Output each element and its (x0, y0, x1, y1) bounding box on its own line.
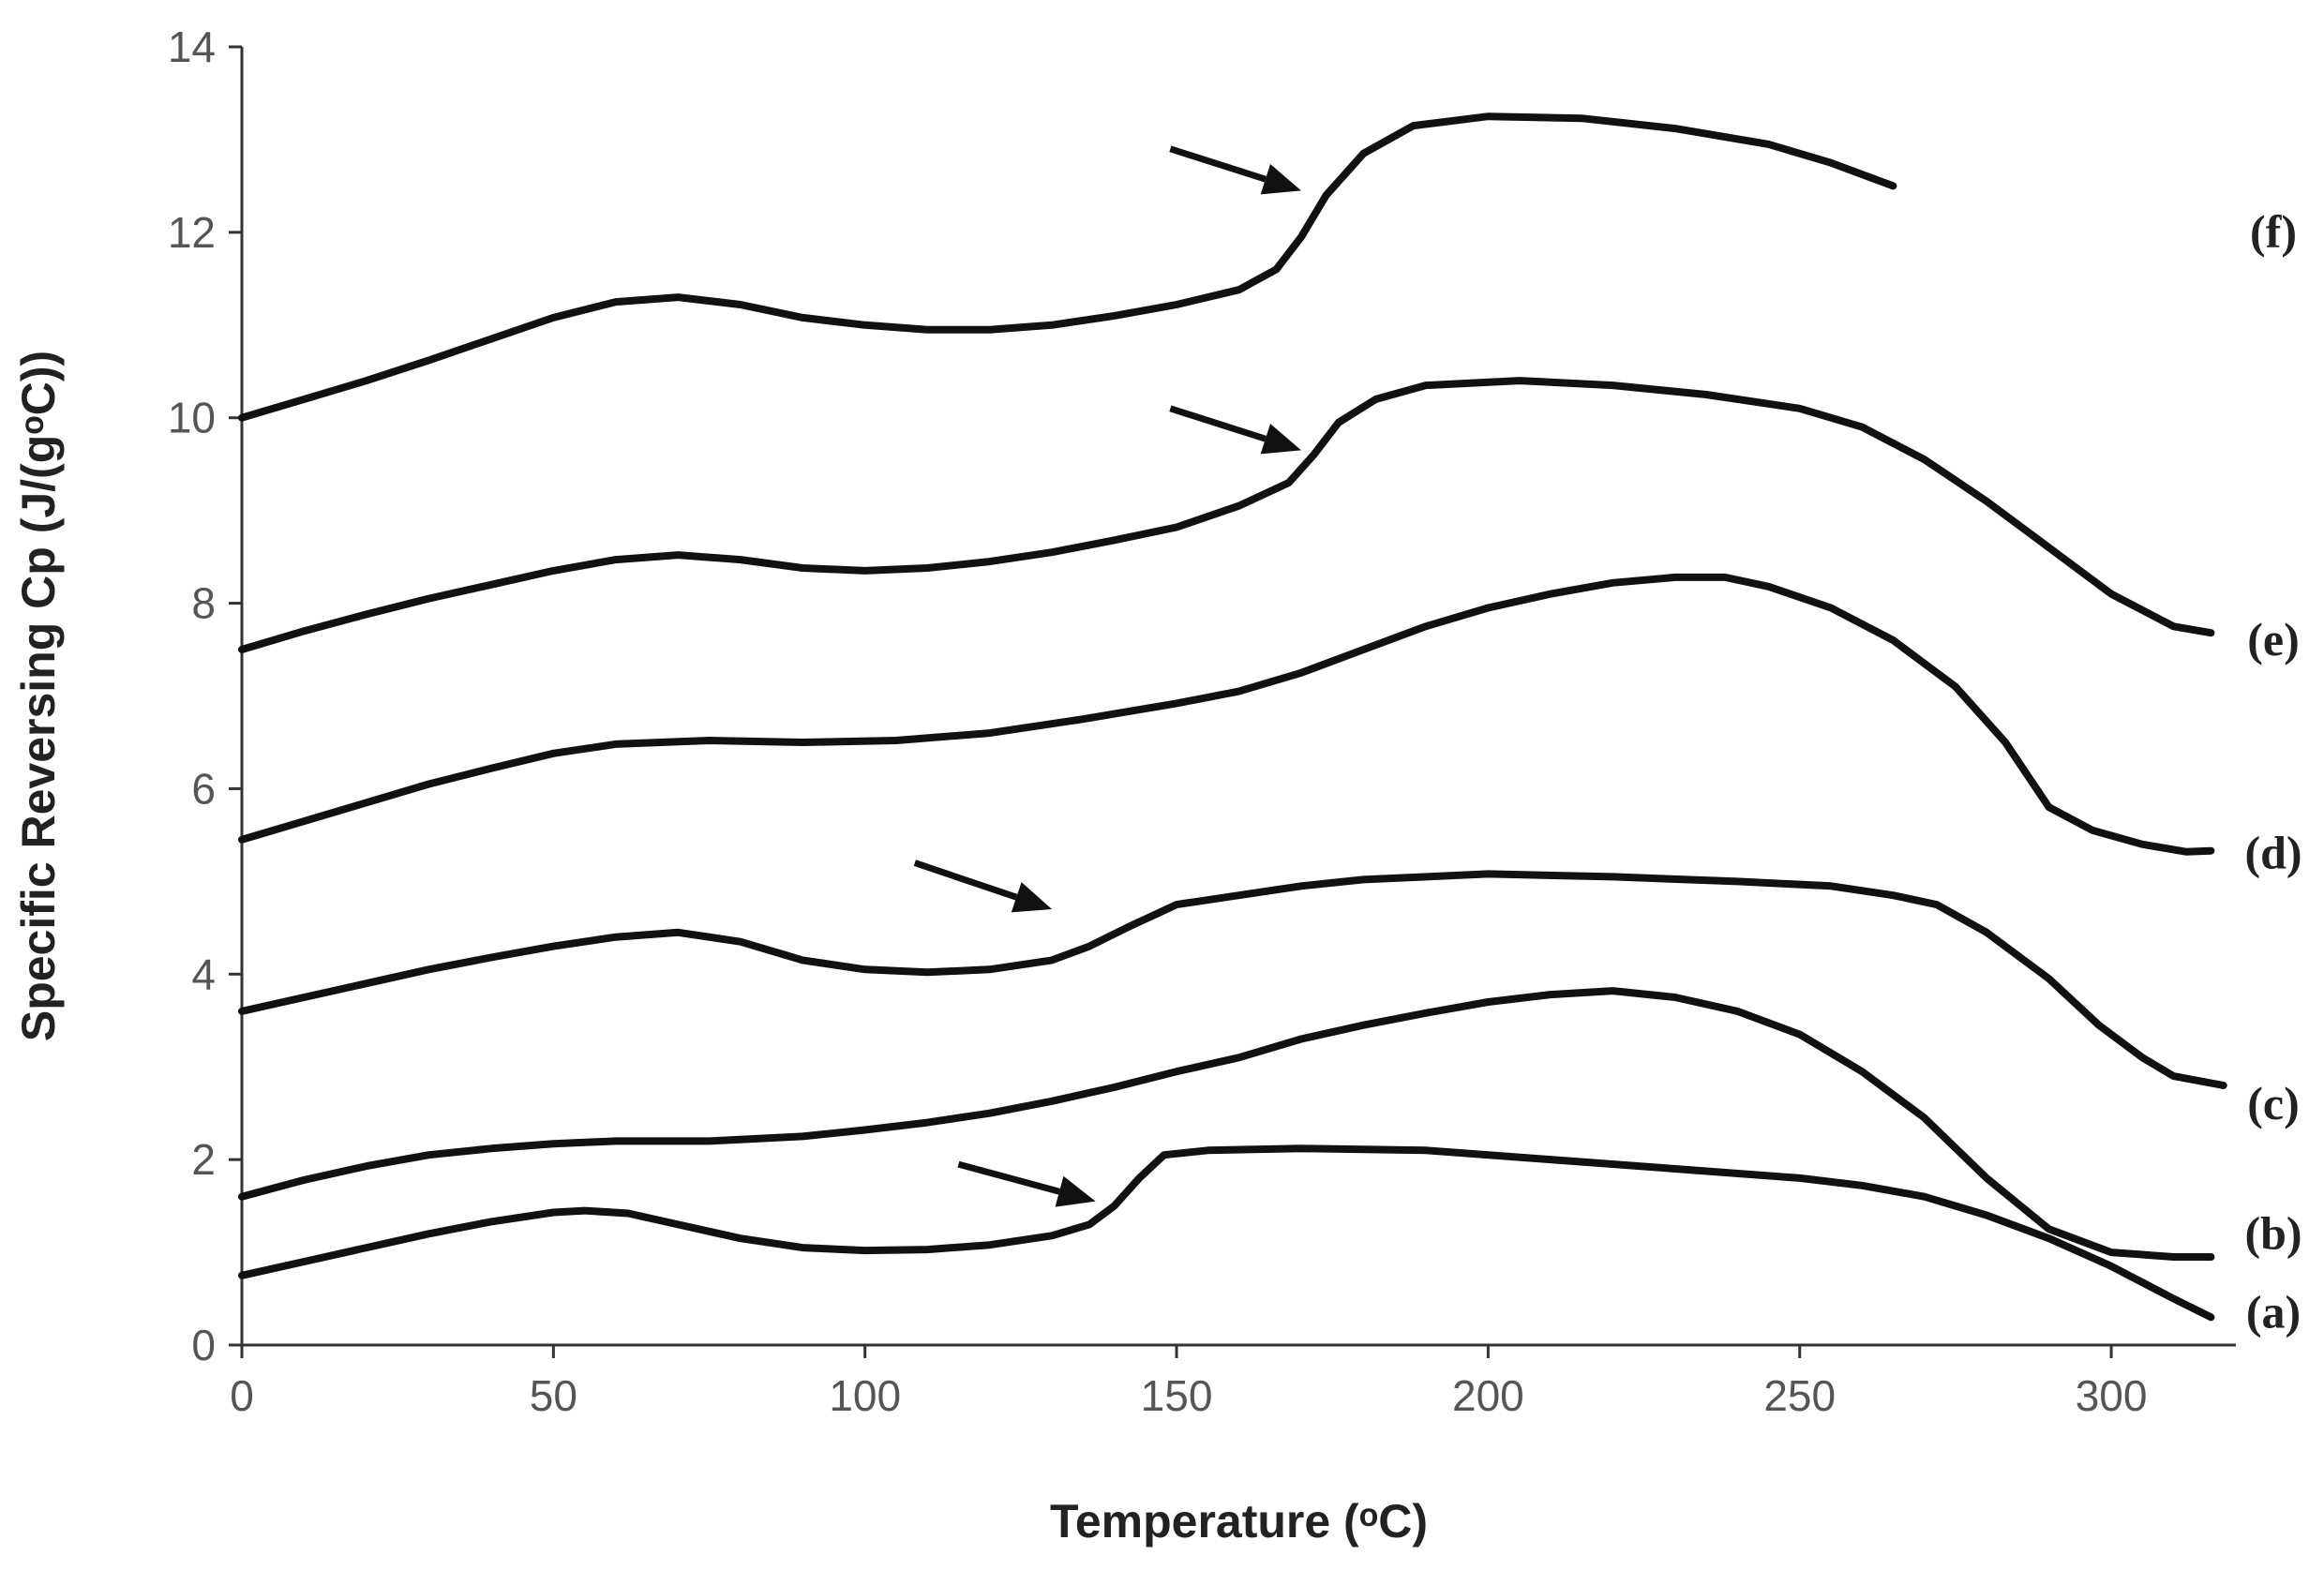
y-tick-label: 10 (168, 394, 216, 442)
y-tick-label: 12 (168, 208, 216, 257)
arrow-shaft (1169, 405, 1267, 442)
series-label-d: (d) (2244, 827, 2302, 879)
x-axis-title: Temperature (ᵒC) (1050, 1495, 1428, 1548)
series-label-a: (a) (2246, 1285, 2301, 1338)
arrow-shaft (1169, 145, 1267, 183)
arrow-head (1011, 882, 1053, 913)
arrow-head (1055, 1175, 1096, 1207)
transition-arrows (913, 145, 1301, 1207)
x-tick-label: 250 (1763, 1371, 1836, 1420)
series-line-b (238, 987, 2215, 1261)
y-tick-label: 4 (191, 949, 216, 998)
series-line-a (238, 1144, 2215, 1322)
y-tick-label: 2 (191, 1135, 216, 1184)
series-line-d (238, 573, 2215, 856)
series-label-b: (b) (2244, 1206, 2302, 1259)
series-line-c (238, 870, 2227, 1089)
series-labels: (a) (b) (c) (d) (e) (f) (2244, 205, 2302, 1338)
x-tick-label: 200 (1452, 1371, 1524, 1420)
x-tick-label: 100 (829, 1371, 901, 1420)
x-ticks: 0 50 100 150 200 250 300 (230, 1345, 2147, 1420)
series-line-f (238, 112, 1897, 422)
x-tick-label: 150 (1141, 1371, 1213, 1420)
y-tick-label: 6 (191, 764, 216, 813)
series-label-e: (e) (2247, 613, 2300, 665)
series-curves (238, 112, 2227, 1322)
y-tick-label: 8 (191, 579, 216, 628)
y-tick-label: 14 (168, 22, 216, 71)
arrow-shaft (957, 1160, 1060, 1195)
series-label-f: (f) (2250, 205, 2297, 258)
y-axis-title: Specific Reversing Cp (J/(gᵒC)) (12, 351, 65, 1041)
arrow-head (1260, 163, 1301, 195)
series-label-c: (c) (2247, 1077, 2300, 1129)
y-tick-label: 0 (191, 1321, 216, 1369)
arrow-shaft (913, 860, 1018, 901)
series-line-e (238, 377, 2215, 653)
x-tick-label: 0 (230, 1371, 254, 1420)
y-ticks: 0 2 4 6 8 10 12 14 (168, 22, 242, 1369)
x-tick-label: 50 (530, 1371, 577, 1420)
arrow-head (1260, 423, 1301, 455)
x-tick-label: 300 (2076, 1371, 2148, 1420)
